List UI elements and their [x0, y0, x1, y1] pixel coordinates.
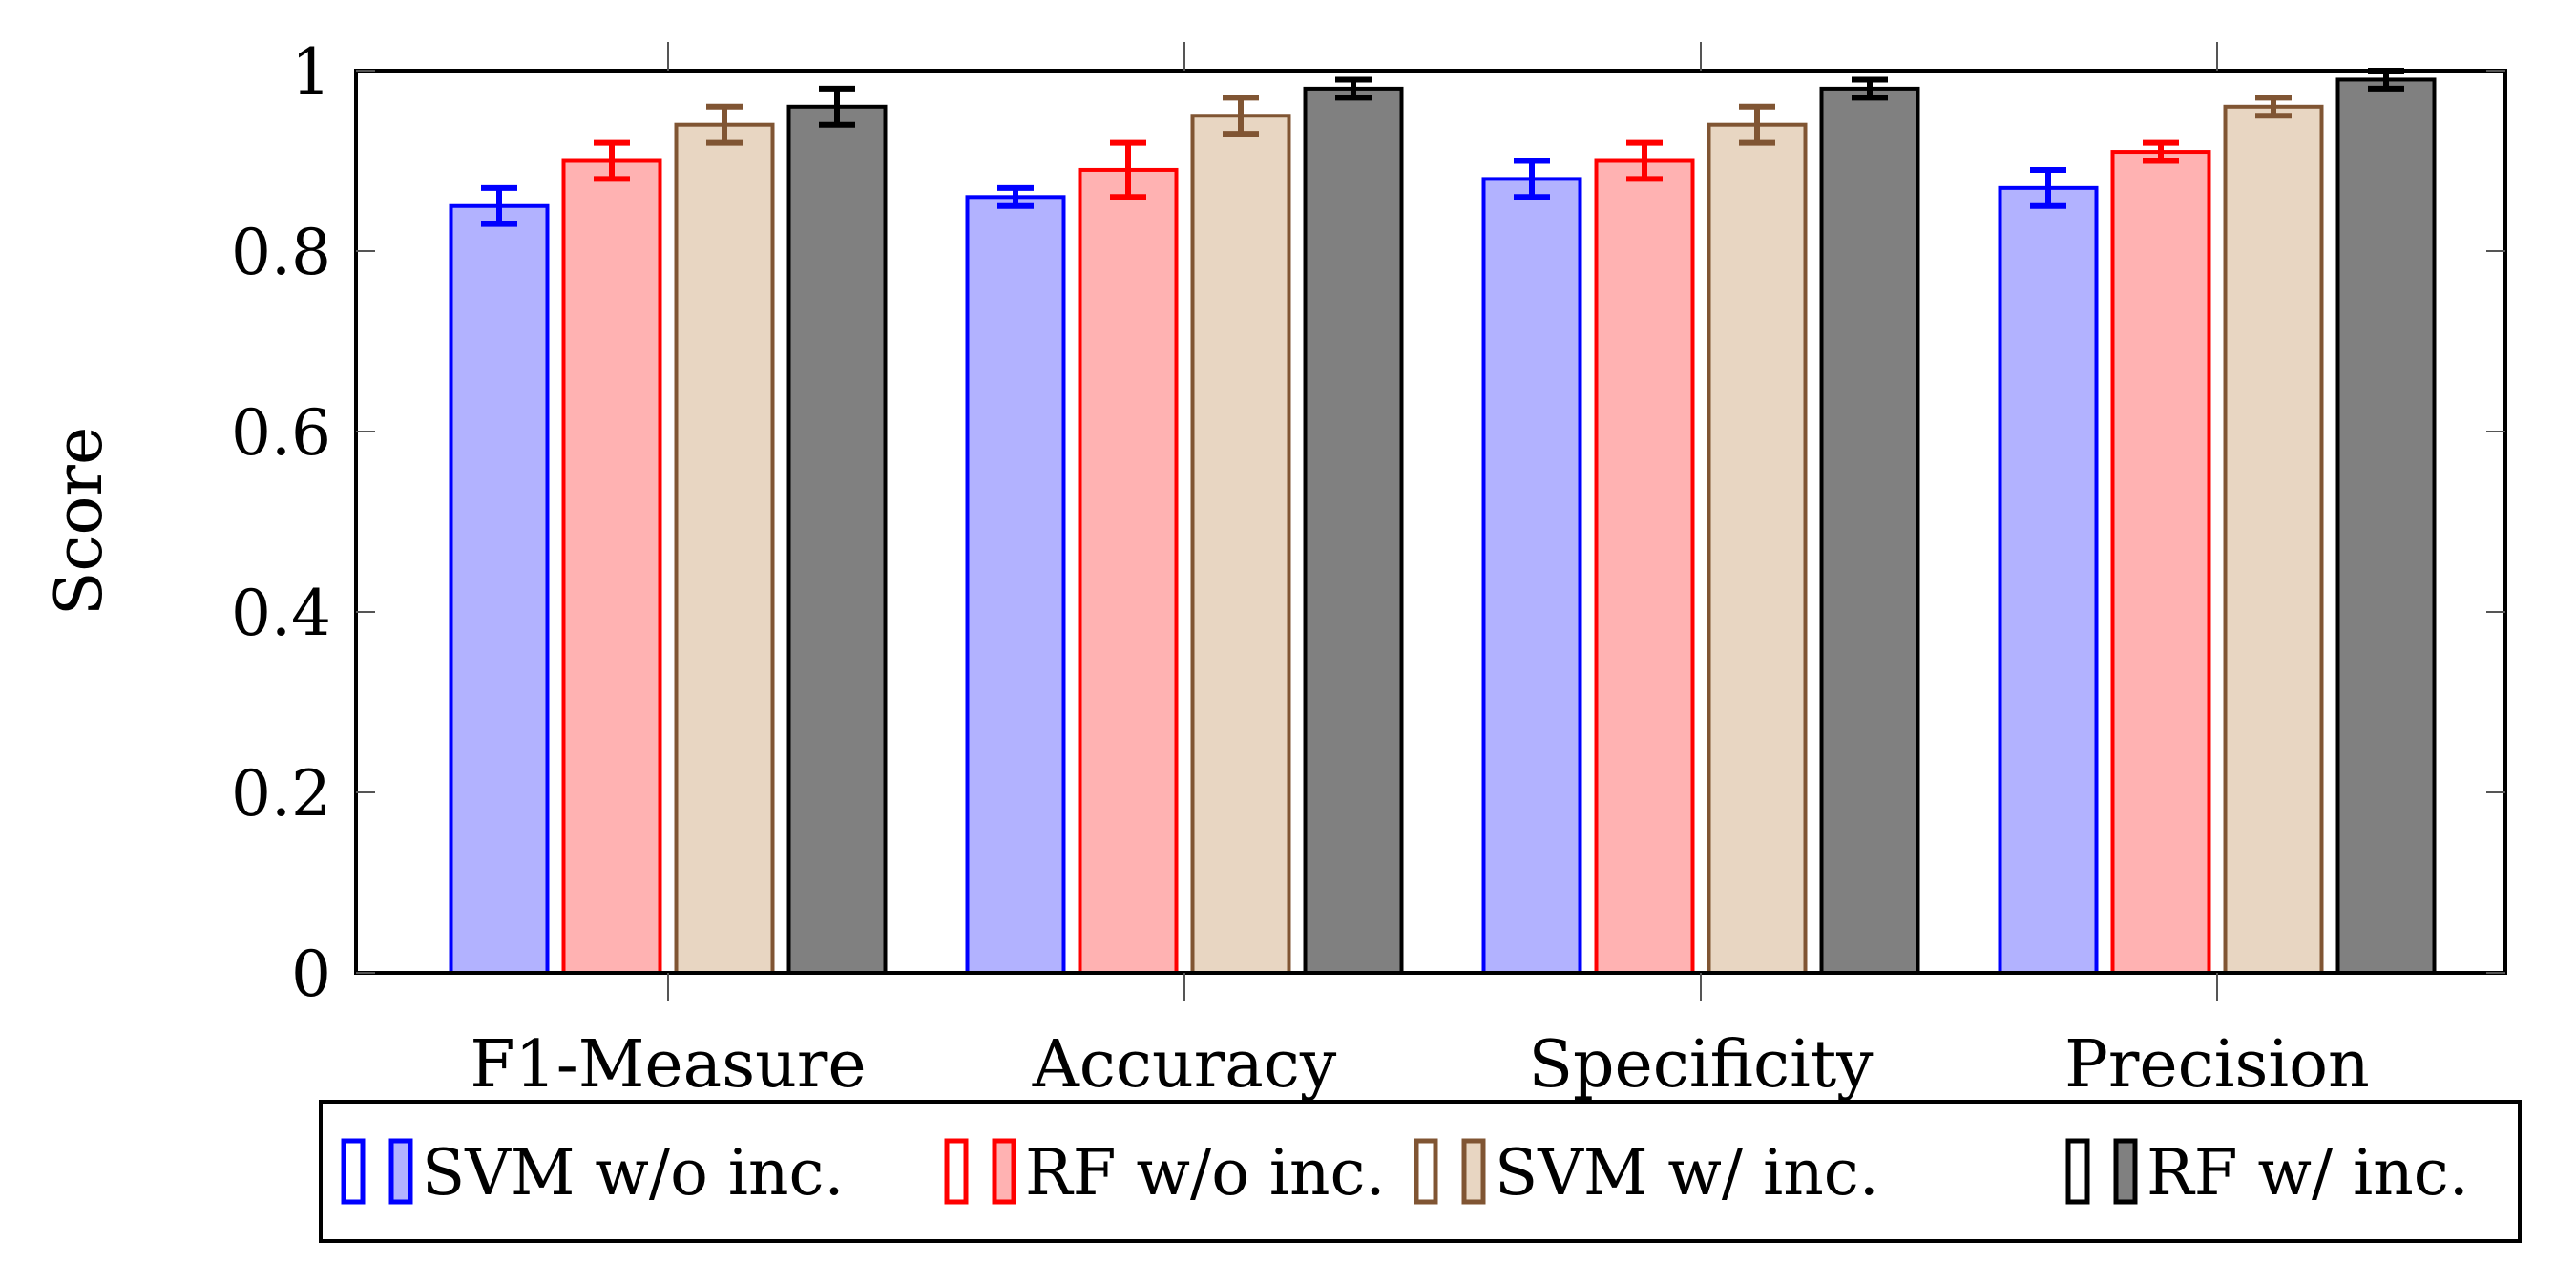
legend-item-svm-w-inc: SVM w/ inc.: [1414, 1136, 1879, 1210]
bar-svm-w-inc-precision: [2223, 104, 2324, 976]
error-bar-svm-w-inc-f1-measure: [706, 103, 743, 146]
error-bar-svm-w-o-inc-f1-measure: [481, 184, 517, 227]
y-tick-label: 0.2: [231, 757, 331, 831]
x-tick-label-accuracy: Accuracy: [1032, 1027, 1337, 1103]
error-bar-rf-w-inc-accuracy: [1335, 76, 1372, 101]
legend-fill-swatch: [388, 1138, 413, 1205]
bars-layer: [449, 77, 2437, 976]
bar-svm-w-o-inc-f1-measure: [449, 203, 550, 975]
error-bar-svm-w-o-inc-specificity: [1514, 158, 1550, 200]
legend-label: SVM w/ inc.: [1495, 1136, 1879, 1210]
y-tick-label: 0.6: [231, 396, 331, 470]
bar-svm-w-o-inc-accuracy: [965, 195, 1066, 976]
bar-svm-w-inc-specificity: [1707, 122, 1808, 975]
x-tick-label-f1-measure: F1-Measure: [470, 1027, 866, 1103]
legend-outline-swatch: [944, 1138, 969, 1205]
legend-item-svm-w-o-inc: SVM w/o inc.: [341, 1136, 844, 1210]
legend-items: SVM w/o inc. RF w/o inc. SVM w/ inc. RF w/ …: [341, 1136, 2469, 1210]
legend-item-rf-w-o-inc: RF w/o inc.: [944, 1136, 1385, 1210]
x-tick-label-precision: Precision: [2064, 1027, 2370, 1103]
error-bar-svm-w-inc-precision: [2255, 95, 2292, 119]
legend-outline-swatch: [341, 1138, 366, 1205]
legend-outline-swatch: [1414, 1138, 1438, 1205]
legend-item-rf-w-inc: RF w/ inc.: [2065, 1136, 2469, 1210]
legend-fill-swatch: [1461, 1138, 1486, 1205]
y-tick-label: 1: [291, 35, 331, 109]
legend-fill-swatch: [2113, 1138, 2138, 1205]
error-bar-svm-w-o-inc-accuracy: [997, 184, 1034, 209]
error-bar-svm-w-inc-specificity: [1739, 103, 1775, 146]
legend-fill-swatch: [992, 1138, 1016, 1205]
error-bar-rf-w-o-inc-accuracy: [1110, 139, 1146, 200]
legend-label: RF w/ inc.: [2147, 1136, 2469, 1210]
legend-outline-swatch: [2065, 1138, 2090, 1205]
error-bar-rf-w-inc-f1-measure: [819, 85, 855, 128]
x-tick-label-specificity: Specificity: [1528, 1027, 1874, 1103]
error-bar-svm-w-o-inc-precision: [2030, 166, 2066, 209]
bar-svm-w-inc-accuracy: [1190, 114, 1291, 975]
y-tick-label: 0.8: [231, 216, 331, 289]
bar-svm-w-o-inc-specificity: [1481, 177, 1582, 975]
legend: SVM w/o inc. RF w/o inc. SVM w/ inc. RF w/ …: [319, 1100, 2522, 1243]
x-tick-labels: F1-Measure Accuracy Specificity Precision: [470, 1027, 2370, 1103]
ticks-layer: [356, 42, 2505, 1001]
bar-rf-w-o-inc-specificity: [1594, 158, 1695, 975]
bar-rf-w-o-inc-precision: [2110, 150, 2211, 976]
bar-svm-w-o-inc-precision: [1998, 185, 2099, 976]
plot-frame: [354, 69, 2507, 975]
error-bar-rf-w-o-inc-specificity: [1626, 139, 1663, 182]
bar-rf-w-o-inc-f1-measure: [561, 158, 662, 975]
y-tick-labels: 0 0.2 0.4 0.6 0.8 1: [231, 35, 331, 1011]
y-tick-label: 0: [291, 937, 331, 1011]
bar-rf-w-inc-accuracy: [1303, 86, 1404, 975]
legend-label: SVM w/o inc.: [422, 1136, 844, 1210]
error-bar-rf-w-o-inc-precision: [2143, 139, 2179, 164]
y-axis-label: Score: [42, 427, 117, 616]
error-bar-rf-w-inc-specificity: [1852, 76, 1888, 101]
error-bar-rf-w-o-inc-f1-measure: [594, 139, 630, 182]
y-tick-label: 0.4: [231, 577, 331, 650]
error-bar-svm-w-inc-accuracy: [1223, 95, 1259, 137]
bar-rf-w-inc-specificity: [1819, 86, 1920, 975]
bar-rf-w-o-inc-accuracy: [1078, 167, 1179, 975]
bar-rf-w-inc-precision: [2335, 77, 2437, 975]
legend-label: RF w/o inc.: [1025, 1136, 1385, 1210]
bar-rf-w-inc-f1-measure: [786, 104, 888, 976]
bar-svm-w-inc-f1-measure: [674, 122, 775, 975]
